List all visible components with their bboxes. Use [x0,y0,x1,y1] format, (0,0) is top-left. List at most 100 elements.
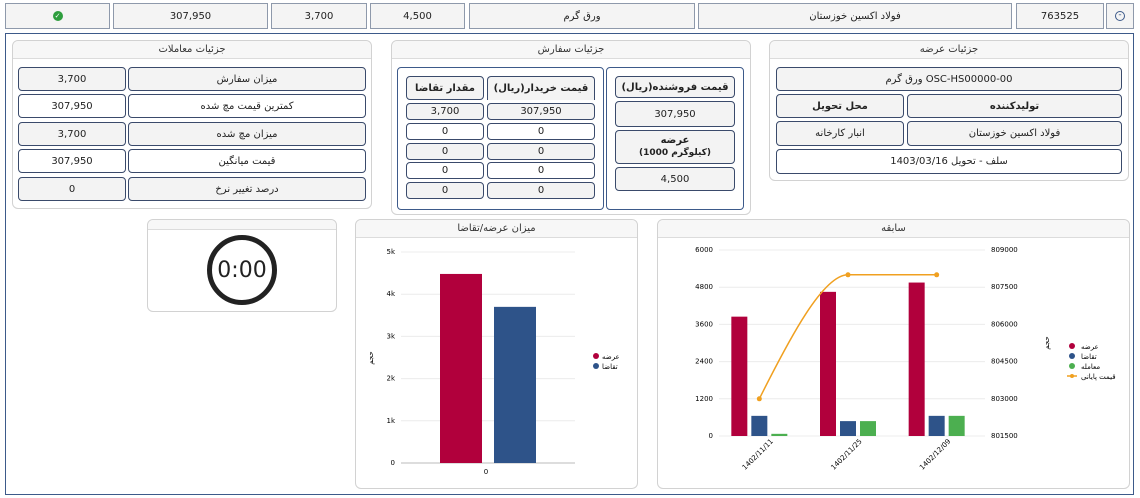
timer-title [148,220,336,230]
demand-row-2: 0 [406,143,484,160]
top-id-cell: 763525 [1016,3,1104,29]
minus-circle-icon[interactable]: - [1115,11,1125,21]
demand-row-1: 0 [406,123,484,140]
tx-value-text: 3,700 [57,128,87,140]
demand-header: مقدار تقاضا [406,76,484,100]
buyer-price-header: قیمت خریدار(ریال) [487,76,595,100]
y-tick-label-right: 801500 [991,432,1018,440]
seller-price-label: قیمت فروشنده(ریال) [621,81,729,93]
collapse-cell[interactable]: - [1106,3,1134,29]
y-tick-label-right: 803000 [991,395,1018,403]
legend-swatch [1069,343,1075,349]
price-point[interactable] [756,396,762,402]
legend-label[interactable]: عرضه [1081,343,1099,351]
price-point[interactable] [845,272,851,278]
bar-supply[interactable] [820,291,836,436]
bar-supply[interactable] [440,273,482,463]
tx-label-2: میزان مچ شده [128,122,366,146]
x-tick-label: 1402/11/25 [829,437,863,471]
history-chart-xticks: 1402/11/11 1402/11/25 1402/12/09 [741,437,953,471]
demand-label: مقدار تقاضا [415,82,475,94]
order-inner-left [397,67,604,210]
supply-chart-xtick: 0 [484,468,488,476]
tx-label-text: کمترین قیمت مچ شده [200,100,294,112]
bar-supply[interactable] [908,282,925,436]
offer-note-text: سلف - تحویل 1403/03/16 [890,156,1008,167]
bar-demand[interactable] [840,421,856,436]
price-line [758,274,937,400]
supply-value: 4,500 [615,167,735,191]
y-tick-label: 4k [386,290,395,298]
y-tick-label: 5k [386,248,395,256]
legend-swatch [1069,353,1075,359]
tx-value-text: 307,950 [51,100,93,112]
bar-demand[interactable] [494,306,536,463]
bar-trade[interactable] [948,415,965,436]
buyer-text: 0 [537,146,545,157]
supply-chart-bars [440,273,536,463]
bar-demand[interactable] [928,415,945,436]
y-tick-label: 0 [391,459,395,467]
buyer-row-4: 0 [487,182,595,199]
legend-label[interactable]: عرضه [602,353,620,361]
bar-trade[interactable] [771,433,788,436]
buyer-row-1: 0 [487,123,595,140]
supply-chart-title: میزان عرضه/تقاضا [356,220,637,238]
history-chart-ylabel: حجم [1043,336,1051,350]
y-tick-label-right: 806000 [991,320,1018,328]
y-tick-label-left: 3600 [695,320,713,328]
x-tick-label: 1402/12/09 [918,437,952,471]
producer-header: تولیدکننده [907,94,1122,118]
legend-label[interactable]: قیمت پایانی [1081,373,1116,381]
tx-value-3: 307,950 [18,149,126,173]
supply-chart-legend: عرضه تقاضا [593,353,620,371]
tx-label-text: میزان سفارش [216,73,278,85]
history-chart-yticks-left: 0 1200 2400 3600 4800 6000 [695,246,713,440]
history-chart-legend: عرضه تقاضا معامله قیمت پایانی [1067,343,1116,381]
tx-value-2: 3,700 [18,122,126,146]
buyer-row-0: 307,950 [487,103,595,120]
delivery-header: محل تحویل [776,94,904,118]
legend-swatch [1069,363,1075,369]
legend-label[interactable]: تقاضا [1081,353,1097,361]
history-chart-title: سابقه [658,220,1129,238]
order-title: جزئیات سفارش [392,41,750,59]
demand-text: 0 [441,185,449,196]
demand-row-0: 3,700 [406,103,484,120]
tx-value-0: 3,700 [18,67,126,91]
supply-unit: (1000 کیلوگرم) [638,148,712,158]
price-point[interactable] [934,272,940,278]
tx-value-text: 307,950 [51,155,93,167]
legend-label[interactable]: معامله [1081,363,1100,371]
y-tick-label-left: 4800 [695,283,713,291]
history-chart-yticks-right: 801500 803000 804500 806000 807500 809000 [991,246,1018,440]
supply-value-text: 4,500 [660,173,690,185]
demand-row-3: 0 [406,162,484,179]
demand-text: 3,700 [430,106,460,117]
tx-value-4: 0 [18,177,126,201]
y-tick-label: 2k [386,375,395,383]
legend-swatch-dot [1070,374,1074,378]
delivery-label: محل تحویل [812,100,868,112]
bar-supply[interactable] [731,316,748,436]
top-product: ورق گرم [563,10,601,22]
supply-chart-ylabel: حجم [367,351,375,365]
tx-value-text: 3,700 [57,73,87,85]
demand-text: 0 [441,126,449,137]
legend-label[interactable]: تقاضا [602,363,618,371]
buyer-row-2: 0 [487,143,595,160]
y-tick-label-left: 6000 [695,246,713,254]
y-tick-label-right: 809000 [991,246,1018,254]
bar-demand[interactable] [751,415,768,436]
top-demand: 3,700 [304,10,334,22]
supply-chart: 0 1k 2k 3k 4k 5k حجم 0 عرضه تقاضا [367,248,620,476]
buyer-text: 0 [537,126,545,137]
y-tick-label: 3k [386,332,395,340]
bar-trade[interactable] [860,421,876,436]
legend-swatch [593,363,599,369]
history-chart-bars [731,282,965,436]
supply-chart-yticks: 0 1k 2k 3k 4k 5k [386,248,395,467]
delivery-text: انبار کارخانه [815,128,865,139]
delivery-value: انبار کارخانه [776,121,904,146]
detail-frame [5,33,1134,495]
